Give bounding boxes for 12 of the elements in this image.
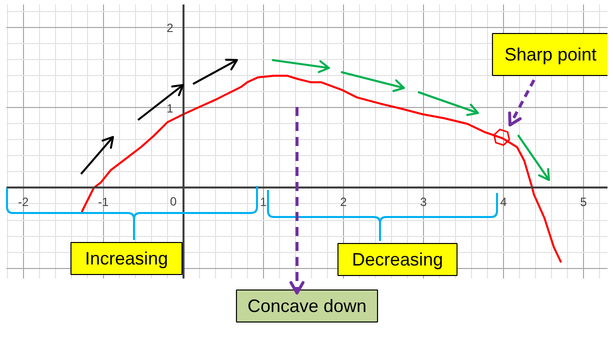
x-tick-label: 4 xyxy=(500,194,508,209)
x-tick-label: -1 xyxy=(98,194,109,209)
text: Concave down xyxy=(247,296,367,316)
x-tick-label: 1 xyxy=(260,194,268,209)
x-tick-label: 2 xyxy=(340,194,348,209)
x-tick-label: 0 xyxy=(170,194,178,208)
x-tick-label: 5 xyxy=(580,194,588,209)
annotation: Decreasing xyxy=(352,250,444,270)
annotation: Sharp point xyxy=(504,44,597,64)
x-tick-label: 3 xyxy=(420,194,428,209)
x-tick-label: -2 xyxy=(18,194,29,209)
annotation: Increasing xyxy=(84,248,168,268)
